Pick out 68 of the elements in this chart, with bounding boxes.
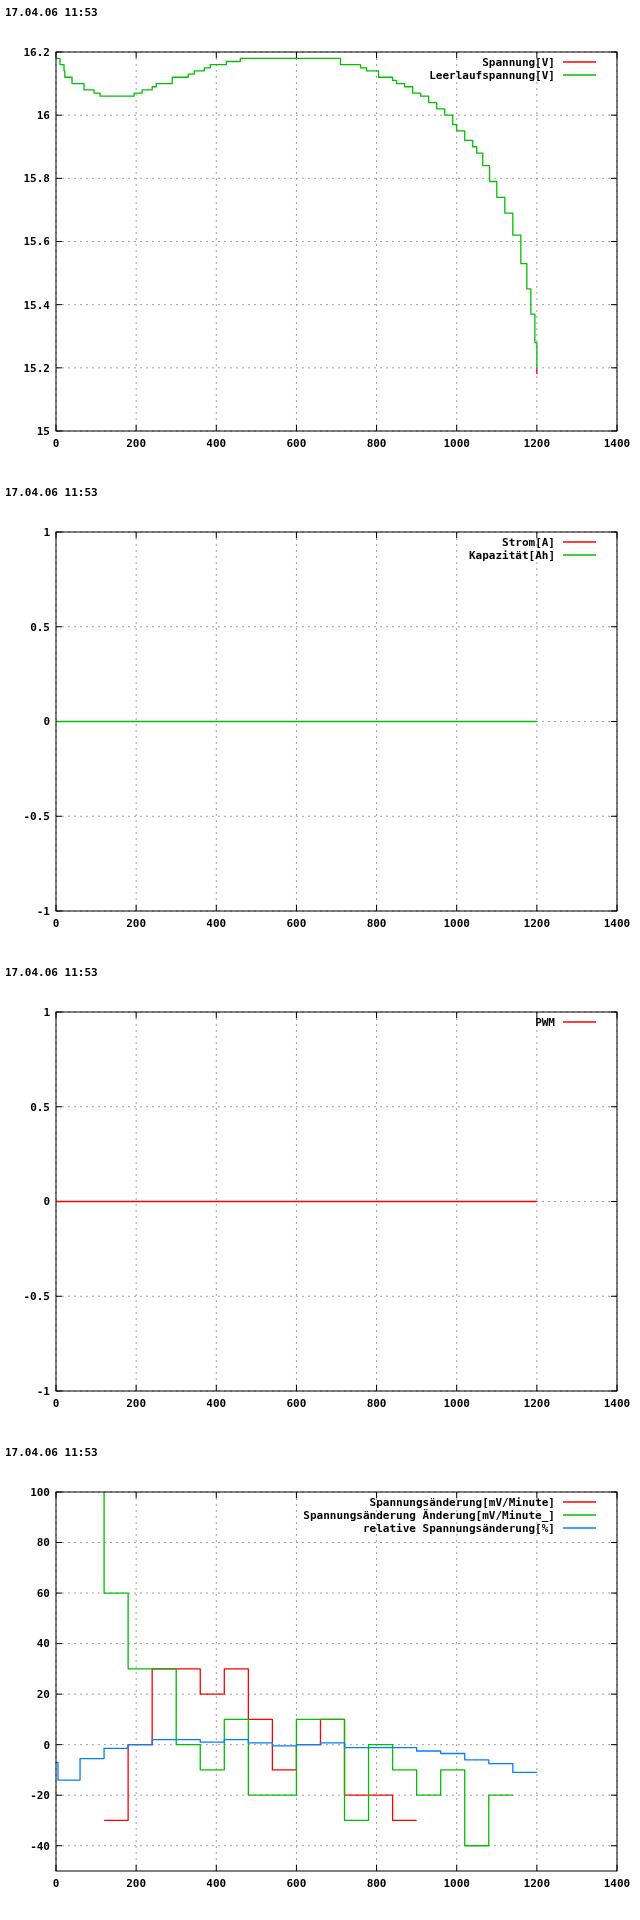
x-tick-label: 400 bbox=[206, 437, 227, 450]
x-tick-label: 200 bbox=[126, 1877, 147, 1890]
x-tick-label: 1000 bbox=[443, 1877, 470, 1890]
x-tick-label: 800 bbox=[366, 1397, 387, 1410]
y-tick-label: 15.8 bbox=[23, 172, 50, 186]
x-tick-label: 600 bbox=[286, 437, 307, 450]
x-tick-label: 0 bbox=[52, 1397, 60, 1410]
chart-title: 17.04.06 11:53 bbox=[5, 6, 98, 19]
x-tick-label: 1400 bbox=[603, 1877, 631, 1890]
x-tick-label: 400 bbox=[206, 1877, 227, 1890]
x-tick-label: 400 bbox=[206, 1397, 227, 1410]
x-tick-label: 1200 bbox=[523, 1877, 551, 1890]
y-tick-label: 0.5 bbox=[30, 620, 50, 634]
x-tick-label: 1200 bbox=[523, 1397, 551, 1410]
x-tick-label: 800 bbox=[366, 1877, 387, 1890]
y-tick-label: 16 bbox=[36, 109, 51, 123]
y-tick-label: -1 bbox=[36, 904, 51, 918]
y-tick-label: 15.2 bbox=[23, 361, 50, 375]
y-tick-label: -20 bbox=[30, 1789, 50, 1803]
x-tick-label: 1400 bbox=[603, 1397, 631, 1410]
legend-label: relative Spannungsänderung[%] bbox=[362, 1521, 555, 1535]
y-tick-label: 15 bbox=[36, 424, 50, 438]
x-tick-label: 0 bbox=[52, 917, 60, 930]
chart-title: 17.04.06 11:53 bbox=[5, 1446, 98, 1459]
chart-title: 17.04.06 11:53 bbox=[5, 486, 98, 499]
x-tick-label: 600 bbox=[286, 917, 307, 930]
x-tick-label: 600 bbox=[286, 1877, 307, 1890]
y-tick-label: -0.5 bbox=[23, 810, 50, 824]
legend-label: Strom[A] bbox=[502, 535, 555, 549]
legend-label: Kapazität[Ah] bbox=[468, 548, 555, 562]
y-tick-label: 20 bbox=[36, 1687, 50, 1701]
x-tick-label: 0 bbox=[52, 437, 60, 450]
x-tick-label: 200 bbox=[126, 1397, 147, 1410]
chart-title: 17.04.06 11:53 bbox=[5, 966, 98, 979]
x-tick-label: 1400 bbox=[603, 917, 631, 930]
x-tick-label: 200 bbox=[126, 917, 147, 930]
legend-label: Leerlaufspannung[V] bbox=[429, 68, 555, 82]
x-tick-label: 1000 bbox=[443, 1397, 470, 1410]
x-tick-label: 800 bbox=[366, 437, 387, 450]
y-tick-label: 1 bbox=[43, 1005, 51, 1019]
y-tick-label: 0.5 bbox=[30, 1100, 50, 1114]
x-tick-label: 1200 bbox=[523, 437, 551, 450]
x-tick-label: 200 bbox=[126, 437, 147, 450]
x-tick-label: 1000 bbox=[443, 917, 470, 930]
legend-label: Spannungsänderung[mV/Minute] bbox=[369, 1495, 555, 1509]
x-tick-label: 1000 bbox=[443, 437, 470, 450]
y-tick-label: 16.2 bbox=[23, 45, 50, 59]
x-tick-label: 600 bbox=[286, 1397, 307, 1410]
legend-label: Spannung[V] bbox=[482, 55, 555, 69]
y-tick-label: 40 bbox=[36, 1637, 50, 1651]
x-tick-label: 400 bbox=[206, 917, 227, 930]
y-tick-label: 100 bbox=[30, 1485, 50, 1499]
y-tick-label: -40 bbox=[30, 1839, 50, 1853]
text: PWM bbox=[535, 1015, 556, 1029]
y-tick-label: 0 bbox=[43, 1195, 50, 1209]
x-tick-label: 1200 bbox=[523, 917, 551, 930]
y-tick-label: 1 bbox=[43, 525, 51, 539]
x-tick-label: 0 bbox=[52, 1877, 60, 1890]
y-tick-label: 0 bbox=[43, 715, 50, 729]
y-tick-label: 0 bbox=[43, 1738, 50, 1752]
x-tick-label: 1400 bbox=[603, 437, 631, 450]
y-tick-label: 15.4 bbox=[23, 298, 51, 312]
x-tick-label: 800 bbox=[366, 917, 387, 930]
y-tick-label: -0.5 bbox=[23, 1290, 50, 1304]
y-tick-label: 80 bbox=[36, 1536, 50, 1550]
y-tick-label: 60 bbox=[36, 1586, 50, 1600]
y-tick-label: -1 bbox=[36, 1384, 51, 1398]
y-tick-label: 15.6 bbox=[23, 235, 51, 249]
